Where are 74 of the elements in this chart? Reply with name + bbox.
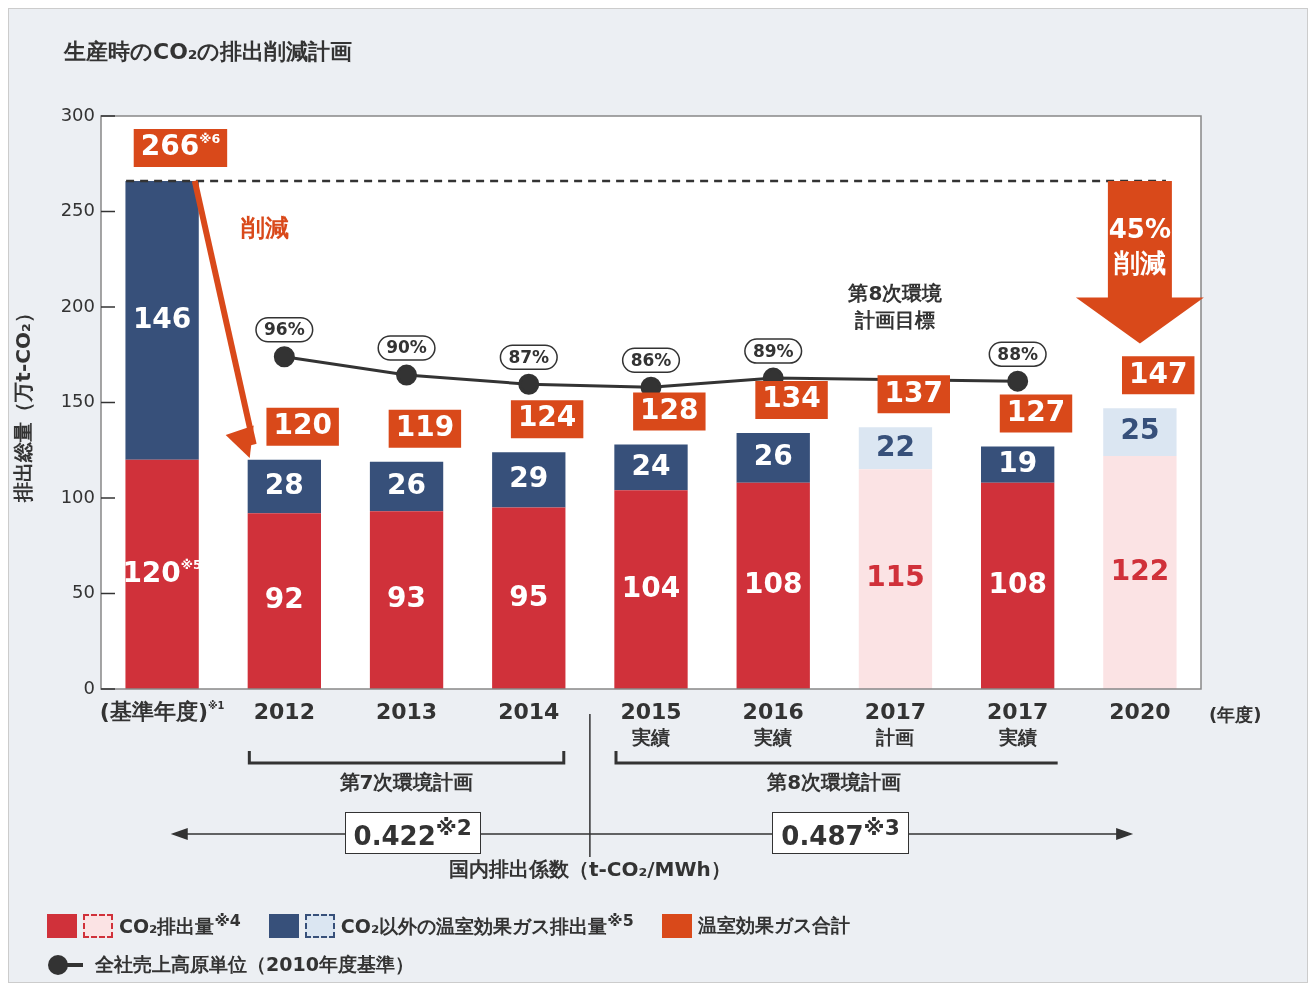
data-label: 92	[264, 582, 304, 616]
text: 国内排出係数（t-CO₂/MWh）	[447, 856, 732, 883]
data-label: 22	[875, 429, 915, 463]
bar	[858, 469, 933, 689]
bar	[1103, 455, 1177, 689]
data-label: 90%	[386, 337, 427, 358]
bar	[736, 482, 810, 689]
text: 温室効果ガス合計	[697, 912, 850, 938]
bar	[981, 482, 1055, 689]
x-tick-label: 2013	[375, 698, 438, 724]
annotation: 第8次環境計画目標	[847, 280, 944, 335]
data-label: 104	[621, 570, 681, 604]
data-label: 96%	[263, 319, 305, 340]
data-label: 86%	[630, 349, 672, 370]
x-tick-label: 2015 実績	[620, 698, 682, 748]
bar	[125, 459, 199, 689]
data-label: 29	[509, 461, 549, 495]
data-label: 146	[132, 301, 192, 335]
data-label: 19	[998, 445, 1038, 479]
total-label: 124	[517, 400, 577, 434]
x-tick-label: 2017 計画	[864, 698, 927, 748]
legend-label: 全社売上高原単位（2010年度基準）	[95, 952, 414, 978]
point	[518, 373, 540, 395]
bar	[614, 490, 688, 689]
data-label: 122	[1110, 553, 1170, 587]
y-tick-label: 300	[60, 103, 95, 125]
y-tick-label: 150	[60, 390, 95, 412]
chart-title: 生産時のCO₂の排出削減計画	[64, 38, 353, 66]
data-label: 25	[1120, 413, 1160, 447]
y-tick-label: 50	[72, 581, 95, 603]
text: 第8次環境計画	[766, 769, 903, 796]
total-label: 127	[1006, 394, 1066, 428]
total-label: 119	[395, 409, 455, 443]
annotation: 45% 削減	[1107, 212, 1172, 280]
total-label: 137	[884, 375, 944, 409]
data-label: 87%	[508, 346, 550, 367]
text: 0.422$^{※2}$	[344, 812, 481, 854]
data-label: 89%	[752, 340, 794, 361]
text: 0.487$^{※3}$	[772, 812, 909, 854]
text: 第7次環境計画	[338, 769, 475, 796]
x-tick-label: 2014	[498, 698, 560, 724]
point	[1007, 370, 1029, 392]
x-tick-label: 2020	[1109, 698, 1171, 724]
total-label: 134	[762, 381, 821, 415]
y-tick-label: 0	[83, 676, 95, 698]
x-tick-label: 2016 実績	[742, 698, 804, 748]
data-label: 115	[866, 560, 925, 594]
bar	[247, 513, 321, 689]
annotation: 削減	[240, 212, 289, 244]
total-label: 120	[273, 408, 332, 442]
total-label: 147	[1129, 356, 1188, 390]
y-tick-label: 200	[60, 294, 95, 316]
data-label: 95	[509, 579, 549, 613]
legend-label: CO₂以外の温室効果ガス排出量$^{※5}$	[340, 911, 634, 940]
data-label: 24	[631, 448, 671, 482]
point	[396, 364, 418, 386]
data-label: 108	[744, 567, 803, 601]
point	[273, 346, 295, 368]
legend-label: CO₂排出量$^{※4}$	[119, 911, 241, 940]
data-label: 26	[387, 467, 427, 501]
data-label: 26	[753, 439, 793, 473]
bar	[492, 507, 566, 689]
y-tick-label: 250	[60, 199, 95, 221]
data-label: 88%	[997, 343, 1039, 364]
data-label: 108	[988, 567, 1047, 601]
data-label: 93	[387, 581, 427, 615]
y-axis-title: 排出総量（万t-CO₂）	[11, 303, 36, 503]
text: (年度)	[1209, 703, 1262, 727]
x-tick-label: 2017 実績	[987, 698, 1049, 748]
bar	[369, 511, 444, 689]
total-label: 128	[640, 392, 699, 426]
x-tick-label: 2012	[253, 698, 315, 724]
data-label: 28	[264, 467, 304, 501]
y-tick-label: 100	[60, 485, 95, 507]
